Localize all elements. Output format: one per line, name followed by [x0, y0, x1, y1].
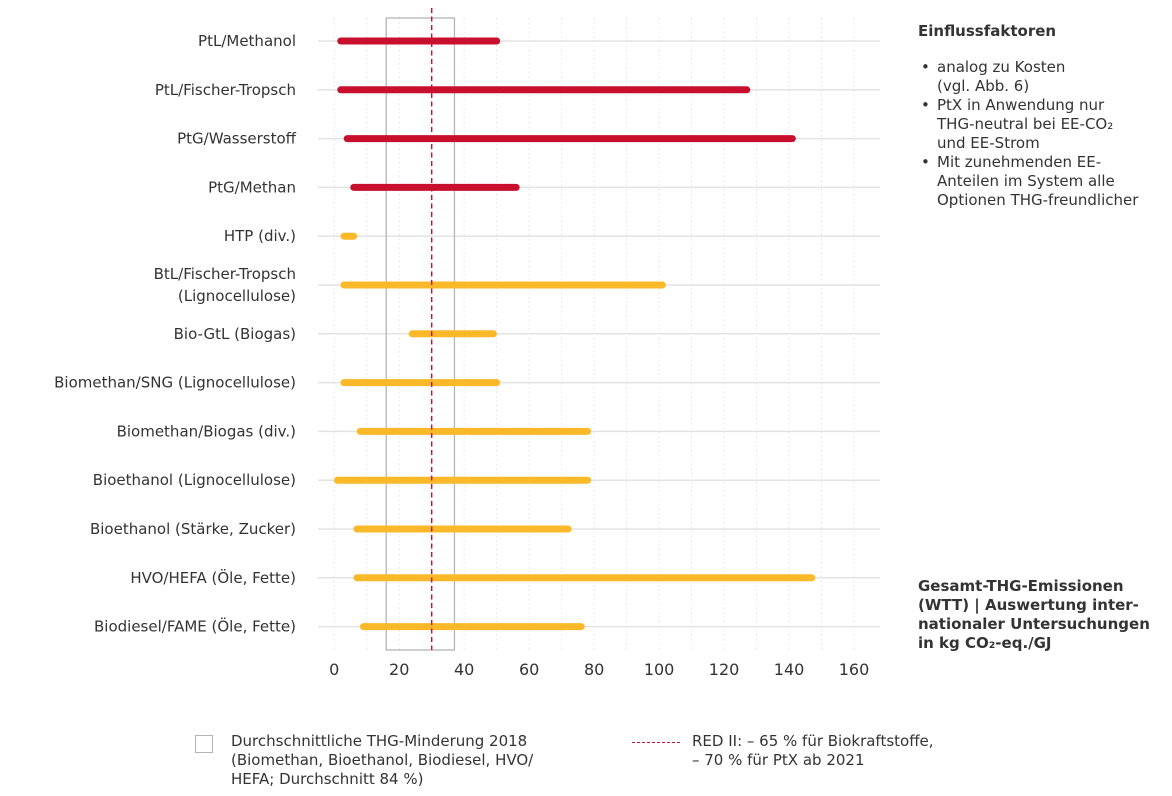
bars-layer [333, 37, 816, 631]
legend-label-line: HEFA; Durchschnitt 84 %) [231, 770, 424, 788]
sidebar-list-item: analog zu Kosten(vgl. Abb. 6) [918, 58, 1168, 96]
x-tick-label: 140 [774, 660, 805, 679]
category-label: Biomethan/Biogas (div.) [117, 422, 296, 440]
x-tick-label: 80 [584, 660, 604, 679]
sidebar-list-item-line: Anteilen im System alle [937, 172, 1115, 190]
legend-label-line: RED II: – 65 % für Biokraftstoffe, [692, 732, 934, 750]
category-label: Biomethan/SNG (Lignocellulose) [54, 374, 296, 392]
category-label: PtL/Methanol [198, 32, 296, 50]
x-axis-label-line: (WTT) | Auswertung inter- [918, 596, 1139, 614]
x-axis-label-line: nationaler Untersuchungen [918, 615, 1150, 633]
x-tick-label: 20 [389, 660, 409, 679]
x-tick-labels: 0 20 40 60 80 100 120 140 160 [329, 660, 869, 679]
x-tick-label: 120 [709, 660, 740, 679]
sidebar-list-item-line: THG-neutral bei EE-CO₂ [937, 115, 1114, 133]
legend-label-line: (Biomethan, Bioethanol, Biodiesel, HVO/ [231, 751, 534, 769]
category-label: Bio-GtL (Biogas) [174, 325, 296, 343]
legend-line-label: RED II: – 65 % für Biokraftstoffe, – 70 %… [692, 732, 992, 770]
sidebar-list-item: Mit zunehmenden EE-Anteilen im System al… [918, 153, 1168, 210]
x-axis-label-line: Gesamt-THG-Emissionen [918, 577, 1124, 595]
sidebar-list-item-line: Mit zunehmenden EE- [937, 153, 1102, 171]
legend-box-swatch [195, 735, 213, 753]
category-label: PtG/Methan [208, 178, 296, 196]
x-tick-label: 100 [644, 660, 675, 679]
sidebar-list-item-line: PtX in Anwendung nur [937, 96, 1105, 114]
category-label: HTP (div.) [224, 227, 296, 245]
x-tick-label: 0 [329, 660, 339, 679]
legend-dashed-line-swatch [632, 742, 680, 743]
sidebar-list: analog zu Kosten(vgl. Abb. 6)PtX in Anwe… [918, 58, 1168, 210]
legend-label-line: – 70 % für PtX ab 2021 [692, 751, 865, 769]
sidebar-list-item-line: Optionen THG-freundlicher [937, 191, 1139, 209]
legend-box-label: Durchschnittliche THG-Minderung 2018 (Bio… [231, 732, 591, 789]
sidebar-list-item-line: analog zu Kosten [937, 58, 1066, 76]
x-tick-label: 60 [519, 660, 539, 679]
x-tick-label: 160 [839, 660, 870, 679]
sidebar-title: Einflussfaktoren [918, 22, 1057, 40]
sidebar-list-item-line: und EE-Strom [937, 134, 1040, 152]
x-axis-label-line: in kg CO₂-eq./GJ [918, 634, 1052, 652]
x-axis-label: Gesamt-THG-Emissionen (WTT) | Auswertung … [918, 577, 1168, 653]
category-label: PtL/Fischer-Tropsch [155, 81, 296, 99]
category-label: Bioethanol (Lignocellulose) [93, 471, 296, 489]
category-label: PtG/Wasserstoff [177, 130, 297, 148]
category-label: HVO/HEFA (Öle, Fette) [130, 568, 296, 587]
sidebar-list-item-line: (vgl. Abb. 6) [937, 77, 1030, 95]
category-labels: PtL/Methanol PtL/Fischer-Tropsch PtG/Wasse… [54, 32, 297, 636]
category-label: Bioethanol (Stärke, Zucker) [90, 520, 296, 538]
legend-label-line: Durchschnittliche THG-Minderung 2018 [231, 732, 528, 750]
grid-lines [318, 18, 880, 652]
category-label: Biodiesel/FAME (Öle, Fette) [94, 617, 296, 636]
x-tick-label: 40 [454, 660, 474, 679]
category-label: BtL/Fischer-Tropsch (Lignocellulose) [154, 265, 296, 305]
